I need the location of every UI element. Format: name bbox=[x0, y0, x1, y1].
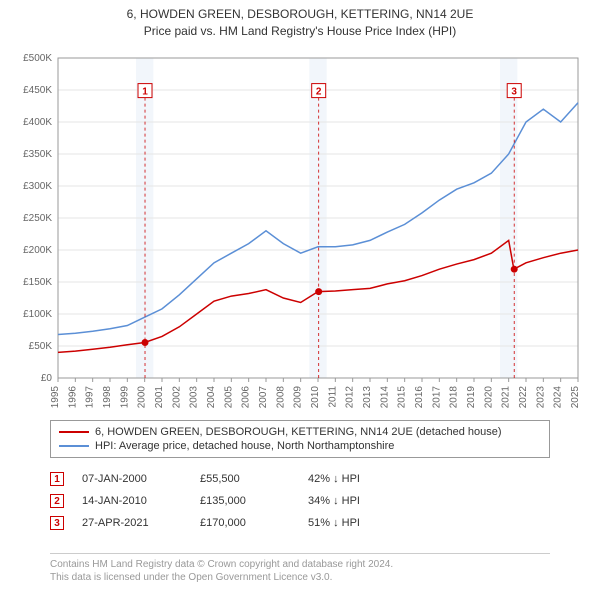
svg-text:2004: 2004 bbox=[206, 386, 217, 408]
svg-text:3: 3 bbox=[511, 87, 517, 98]
svg-text:1996: 1996 bbox=[67, 386, 78, 408]
svg-text:2002: 2002 bbox=[171, 386, 182, 408]
svg-text:£100K: £100K bbox=[23, 309, 52, 320]
legend-swatch bbox=[59, 431, 89, 433]
svg-text:2017: 2017 bbox=[431, 386, 442, 408]
event-delta: 51% ↓ HPI bbox=[308, 517, 360, 529]
title-line-1: 6, HOWDEN GREEN, DESBOROUGH, KETTERING, … bbox=[0, 6, 600, 23]
svg-text:2012: 2012 bbox=[345, 386, 356, 408]
svg-text:2019: 2019 bbox=[466, 386, 477, 408]
chart-svg: £0 £50K £100K £150K £200K £250K £300K £350K £400… bbox=[10, 48, 590, 408]
svg-text:1: 1 bbox=[142, 87, 148, 98]
event-row: 1 07-JAN-2000 £55,500 42% ↓ HPI bbox=[50, 468, 550, 490]
event-row: 3 27-APR-2021 £170,000 51% ↓ HPI bbox=[50, 512, 550, 534]
legend-row: HPI: Average price, detached house, Nort… bbox=[59, 439, 541, 453]
footer-attribution: Contains HM Land Registry data © Crown c… bbox=[50, 553, 550, 584]
svg-text:2008: 2008 bbox=[275, 386, 286, 408]
svg-text:2009: 2009 bbox=[293, 386, 304, 408]
svg-text:1997: 1997 bbox=[85, 386, 96, 408]
svg-text:£450K: £450K bbox=[23, 85, 52, 96]
svg-text:£50K: £50K bbox=[29, 341, 53, 352]
svg-text:£500K: £500K bbox=[23, 53, 52, 64]
event-delta: 34% ↓ HPI bbox=[308, 495, 360, 507]
svg-text:£250K: £250K bbox=[23, 213, 52, 224]
chart-title-block: 6, HOWDEN GREEN, DESBOROUGH, KETTERING, … bbox=[0, 0, 600, 40]
event-date: 27-APR-2021 bbox=[82, 517, 182, 529]
event-marker: 1 bbox=[50, 472, 64, 486]
events-table: 1 07-JAN-2000 £55,500 42% ↓ HPI 2 14-JAN-2010… bbox=[50, 468, 550, 534]
svg-text:£400K: £400K bbox=[23, 117, 52, 128]
svg-text:2023: 2023 bbox=[535, 386, 546, 408]
footer-line-1: Contains HM Land Registry data © Crown c… bbox=[50, 558, 550, 571]
svg-text:2000: 2000 bbox=[137, 386, 148, 408]
svg-text:2015: 2015 bbox=[397, 386, 408, 408]
svg-text:2021: 2021 bbox=[501, 386, 512, 408]
svg-text:2018: 2018 bbox=[449, 386, 460, 408]
svg-text:£200K: £200K bbox=[23, 245, 52, 256]
svg-text:2014: 2014 bbox=[379, 386, 390, 408]
svg-text:1999: 1999 bbox=[119, 386, 130, 408]
svg-text:1998: 1998 bbox=[102, 386, 113, 408]
svg-text:2022: 2022 bbox=[518, 386, 529, 408]
svg-text:£0: £0 bbox=[41, 373, 53, 384]
legend: 6, HOWDEN GREEN, DESBOROUGH, KETTERING, … bbox=[50, 420, 550, 458]
svg-text:2003: 2003 bbox=[189, 386, 200, 408]
event-marker: 2 bbox=[50, 494, 64, 508]
legend-swatch bbox=[59, 445, 89, 447]
event-price: £55,500 bbox=[200, 473, 290, 485]
event-marker: 3 bbox=[50, 516, 64, 530]
svg-text:2020: 2020 bbox=[483, 386, 494, 408]
svg-text:2001: 2001 bbox=[154, 386, 165, 408]
svg-text:2006: 2006 bbox=[241, 386, 252, 408]
legend-label: 6, HOWDEN GREEN, DESBOROUGH, KETTERING, … bbox=[95, 426, 502, 438]
event-date: 07-JAN-2000 bbox=[82, 473, 182, 485]
svg-text:2010: 2010 bbox=[310, 386, 321, 408]
svg-text:1995: 1995 bbox=[50, 386, 61, 408]
chart-area: £0 £50K £100K £150K £200K £250K £300K £350K £400… bbox=[10, 48, 590, 408]
svg-text:2013: 2013 bbox=[362, 386, 373, 408]
event-price: £170,000 bbox=[200, 517, 290, 529]
svg-text:2007: 2007 bbox=[258, 386, 269, 408]
svg-text:£300K: £300K bbox=[23, 181, 52, 192]
svg-text:£350K: £350K bbox=[23, 149, 52, 160]
event-date: 14-JAN-2010 bbox=[82, 495, 182, 507]
svg-text:2: 2 bbox=[316, 87, 322, 98]
svg-text:2016: 2016 bbox=[414, 386, 425, 408]
legend-label: HPI: Average price, detached house, Nort… bbox=[95, 440, 394, 452]
svg-text:2011: 2011 bbox=[327, 386, 338, 408]
title-line-2: Price paid vs. HM Land Registry's House … bbox=[0, 23, 600, 40]
svg-text:2024: 2024 bbox=[553, 386, 564, 408]
svg-text:£150K: £150K bbox=[23, 277, 52, 288]
svg-text:2005: 2005 bbox=[223, 386, 234, 408]
event-price: £135,000 bbox=[200, 495, 290, 507]
event-row: 2 14-JAN-2010 £135,000 34% ↓ HPI bbox=[50, 490, 550, 512]
svg-text:2025: 2025 bbox=[570, 386, 581, 408]
legend-row: 6, HOWDEN GREEN, DESBOROUGH, KETTERING, … bbox=[59, 425, 541, 439]
event-delta: 42% ↓ HPI bbox=[308, 473, 360, 485]
footer-line-2: This data is licensed under the Open Gov… bbox=[50, 571, 550, 584]
